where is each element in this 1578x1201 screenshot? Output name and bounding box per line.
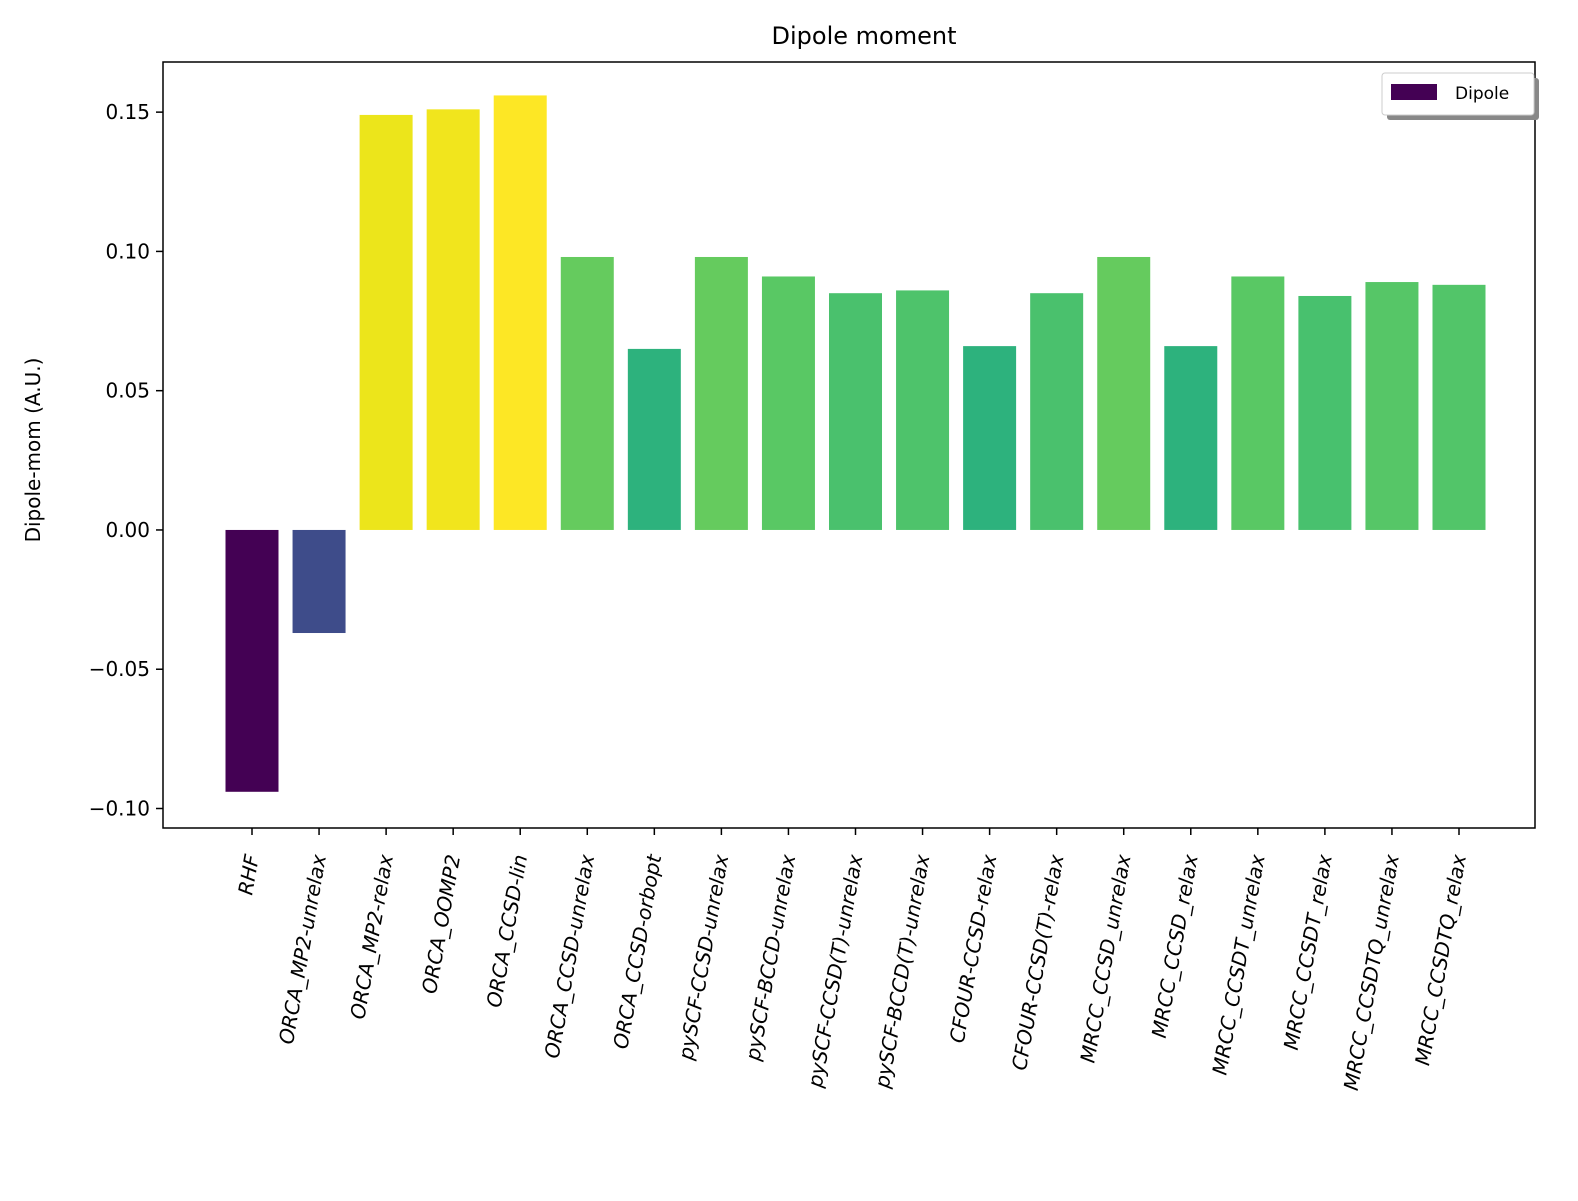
y-tick-label: −0.10 bbox=[89, 797, 150, 821]
bar bbox=[493, 95, 547, 530]
x-tick-label: CFOUR-CCSD(T)-relax bbox=[1007, 853, 1069, 1073]
x-tick-label: MRCC_CCSDTQ_relax bbox=[1410, 853, 1471, 1068]
bar bbox=[560, 256, 614, 530]
bar bbox=[292, 529, 346, 634]
legend-box bbox=[1381, 72, 1535, 116]
bar bbox=[896, 290, 950, 530]
y-tick-label: −0.05 bbox=[89, 657, 150, 681]
x-tick-label: pySCF-BCCD-unrelax bbox=[740, 853, 800, 1064]
x-tick-label: pySCF-CCSD-unrelax bbox=[673, 853, 733, 1063]
bar bbox=[1231, 276, 1285, 530]
bar bbox=[359, 114, 413, 530]
x-tick-label: MRCC_CCSD_relax bbox=[1147, 853, 1203, 1040]
legend: Dipole bbox=[1381, 72, 1539, 120]
bar bbox=[426, 109, 480, 530]
x-tick-label: MRCC_CCSDT_unrelax bbox=[1207, 853, 1269, 1077]
x-tick-label: pySCF-CCSD(T)-unrelax bbox=[803, 853, 868, 1091]
y-tick-label: 0.05 bbox=[105, 379, 150, 403]
legend-label: Dipole bbox=[1455, 84, 1509, 104]
bar bbox=[1097, 256, 1151, 530]
bar bbox=[829, 293, 882, 530]
x-tick-label: ORCA_CCSD-unrelax bbox=[540, 853, 600, 1061]
bar bbox=[1298, 295, 1352, 530]
bar bbox=[1030, 293, 1084, 530]
legend-swatch bbox=[1391, 84, 1437, 100]
x-tick-label: ORCA_CCSD-orbopt bbox=[608, 852, 666, 1051]
bar bbox=[1164, 346, 1218, 530]
plot-frame bbox=[162, 61, 1536, 829]
x-tick-label: CFOUR-CCSD-relax bbox=[945, 853, 1002, 1045]
y-tick-label: 0.10 bbox=[105, 239, 150, 263]
x-tick-label: MRCC_CCSDTQ_unrelax bbox=[1339, 853, 1404, 1093]
x-ticks-group: RHF ORCA_MP2-unrelax ORCA_MP2-relax ORCA_OO… bbox=[233, 828, 1471, 1092]
x-tick-label: ORCA_MP2-unrelax bbox=[274, 853, 331, 1046]
bar bbox=[1432, 284, 1486, 530]
x-tick-label: ORCA_CCSD-lin bbox=[482, 853, 532, 1010]
y-axis-label: Dipole-mom (A.U.) bbox=[21, 358, 45, 543]
y-tick-label: 0.00 bbox=[105, 518, 150, 542]
x-tick-label: RHF bbox=[233, 852, 264, 896]
bar bbox=[627, 348, 681, 530]
bar bbox=[1365, 282, 1419, 530]
y-ticks-group: −0.10 −0.05 0.00 0.05 0.10 0.15 bbox=[89, 100, 163, 821]
bar bbox=[761, 276, 815, 530]
x-tick-label: MRCC_CCSD_unrelax bbox=[1075, 853, 1135, 1065]
x-tick-label: MRCC_CCSDT_relax bbox=[1279, 853, 1337, 1052]
x-tick-label: pySCF-BCCD(T)-unrelax bbox=[870, 853, 935, 1091]
y-tick-label: 0.15 bbox=[105, 100, 150, 124]
chart-title: Dipole moment bbox=[772, 22, 957, 50]
bar bbox=[694, 256, 748, 530]
bar bbox=[225, 529, 279, 792]
bar bbox=[963, 346, 1017, 530]
bars-group bbox=[225, 95, 1486, 792]
x-tick-label: ORCA_OOMP2 bbox=[417, 853, 465, 996]
x-tick-label: ORCA_MP2-relax bbox=[345, 853, 398, 1022]
